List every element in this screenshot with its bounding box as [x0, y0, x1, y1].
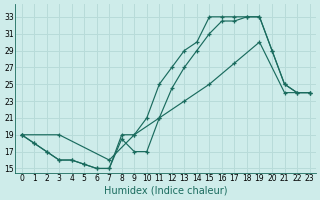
X-axis label: Humidex (Indice chaleur): Humidex (Indice chaleur) [104, 186, 227, 196]
